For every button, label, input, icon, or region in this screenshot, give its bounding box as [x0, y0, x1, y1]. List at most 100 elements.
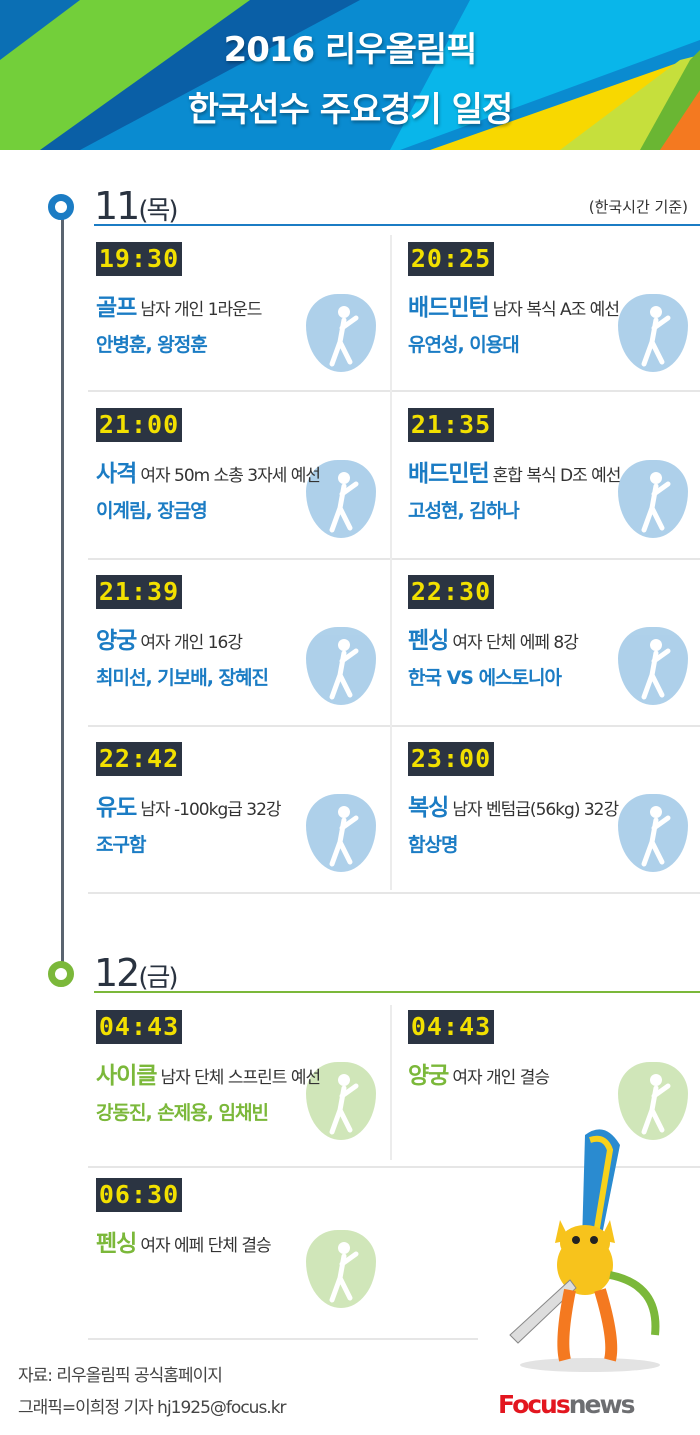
- event-sport: 펜싱: [96, 1231, 137, 1257]
- fencing-icon: [306, 1230, 376, 1308]
- event-detail: 남자 단체 스프린트 예선: [160, 1068, 321, 1088]
- event-title: 골프 남자 개인 1라운드: [96, 288, 262, 322]
- event-athletes: 이계림, 장금영: [96, 500, 208, 522]
- badminton-icon: [618, 460, 688, 538]
- badminton-icon: [618, 294, 688, 372]
- day-header-12: 12(금): [48, 951, 700, 995]
- row-divider: [88, 1338, 478, 1340]
- event-card: 04:43 양궁 여자 개인 결승: [400, 1000, 700, 1150]
- event-card: 22:30 펜싱 여자 단체 에페 8강 한국 VS 에스토니아: [400, 565, 700, 715]
- event-sport: 골프: [96, 295, 137, 321]
- timezone-note: (한국시간 기준): [588, 198, 688, 216]
- day-label: 12(금): [94, 951, 179, 995]
- event-card: 22:42 유도 남자 -100kg급 32강 조구함: [88, 732, 388, 882]
- event-title: 사격 여자 50m 소총 3자세 예선: [96, 454, 321, 488]
- day-weekday: (금): [138, 963, 178, 993]
- event-time: 21:35: [408, 408, 494, 442]
- event-title: 배드민턴 혼합 복식 D조 예선: [408, 454, 622, 488]
- event-sport: 사격: [96, 461, 137, 487]
- event-detail: 여자 개인 16강: [140, 633, 243, 653]
- mascot-illustration: [509, 1129, 660, 1372]
- event-card: 04:43 사이클 남자 단체 스프린트 예선 강동진, 손제용, 임채빈: [88, 1000, 388, 1150]
- event-title: 양궁 여자 개인 16강: [96, 621, 243, 655]
- event-sport: 배드민턴: [408, 461, 490, 487]
- row-divider: [88, 390, 700, 392]
- event-title: 펜싱 여자 에페 단체 결승: [96, 1224, 272, 1258]
- logo-news: news: [568, 1390, 636, 1419]
- event-title: 복싱 남자 벤텀급(56kg) 32강: [408, 788, 619, 822]
- shooting-icon: [306, 460, 376, 538]
- event-sport: 양궁: [96, 628, 137, 654]
- cycling-icon: [306, 1062, 376, 1140]
- event-time: 20:25: [408, 242, 494, 276]
- credit-text: 그래픽=이희정 기자 hj1925@focus.kr: [18, 1398, 287, 1418]
- logo-focus: Focus: [498, 1390, 571, 1419]
- event-card: 21:00 사격 여자 50m 소총 3자세 예선 이계림, 장금영: [88, 398, 388, 548]
- event-time: 22:30: [408, 575, 494, 609]
- event-detail: 여자 개인 결승: [452, 1068, 550, 1088]
- event-athletes: 유연성, 이용대: [408, 334, 520, 356]
- row-divider: [88, 725, 700, 727]
- event-sport: 양궁: [408, 1063, 449, 1089]
- event-title: 유도 남자 -100kg급 32강: [96, 788, 282, 822]
- event-time: 22:42: [96, 742, 182, 776]
- fencing-icon: [618, 627, 688, 705]
- footer-credits: 자료: 리우올림픽 공식홈페이지 그래픽=이희정 기자 hj1925@focus…: [18, 1360, 287, 1424]
- event-detail: 남자 -100kg급 32강: [140, 800, 281, 820]
- event-detail: 여자 단체 에페 8강: [452, 633, 579, 653]
- banner-graphic: [0, 0, 700, 150]
- day-date: 12: [94, 951, 140, 995]
- row-divider: [88, 558, 700, 560]
- event-card: 06:30 펜싱 여자 에페 단체 결승: [88, 1168, 388, 1318]
- event-card: 23:00 복싱 남자 벤텀급(56kg) 32강 함상명: [400, 732, 700, 882]
- event-card: 20:25 배드민턴 남자 복식 A조 예선 유연성, 이용대: [400, 232, 700, 382]
- archery-icon: [306, 627, 376, 705]
- event-time: 06:30: [96, 1178, 182, 1212]
- boxing-icon: [618, 794, 688, 872]
- header-banner: 2016 리우올림픽 한국선수 주요경기 일정: [0, 0, 700, 150]
- column-divider: [390, 1005, 392, 1160]
- timeline-dot: [48, 961, 74, 987]
- event-time: 21:39: [96, 575, 182, 609]
- column-divider: [390, 235, 392, 890]
- event-detail: 혼합 복식 D조 예선: [492, 466, 622, 486]
- event-time: 04:43: [408, 1010, 494, 1044]
- event-athletes: 안병훈, 왕정훈: [96, 334, 208, 356]
- event-title: 양궁 여자 개인 결승: [408, 1056, 550, 1090]
- day-date: 11: [94, 184, 140, 228]
- timeline-line: [61, 205, 64, 970]
- timeline-dot: [48, 194, 74, 220]
- row-divider: [88, 892, 700, 894]
- day-header-11: 11(목) (한국시간 기준): [48, 184, 700, 228]
- event-sport: 펜싱: [408, 628, 449, 654]
- event-card: 19:30 골프 남자 개인 1라운드 안병훈, 왕정훈: [88, 232, 388, 382]
- source-text: 자료: 리우올림픽 공식홈페이지: [18, 1366, 223, 1386]
- event-sport: 사이클: [96, 1063, 157, 1089]
- golf-icon: [306, 294, 376, 372]
- event-athletes: 강동진, 손제용, 임채빈: [96, 1102, 269, 1124]
- event-sport: 복싱: [408, 795, 449, 821]
- event-athletes: 고성현, 김하나: [408, 500, 520, 522]
- event-title: 사이클 남자 단체 스프린트 예선: [96, 1056, 321, 1090]
- event-time: 04:43: [96, 1010, 182, 1044]
- event-detail: 여자 50m 소총 3자세 예선: [140, 466, 321, 486]
- event-athletes: 최미선, 기보배, 장혜진: [96, 667, 269, 689]
- event-card: 21:39 양궁 여자 개인 16강 최미선, 기보배, 장혜진: [88, 565, 388, 715]
- title-line-2: 한국선수 주요경기 일정: [187, 90, 513, 130]
- event-title: 배드민턴 남자 복식 A조 예선: [408, 288, 620, 322]
- focusnews-logo: Focusnews: [498, 1390, 636, 1419]
- event-detail: 남자 벤텀급(56kg) 32강: [452, 800, 619, 820]
- event-sport: 유도: [96, 795, 137, 821]
- event-title: 펜싱 여자 단체 에페 8강: [408, 621, 579, 655]
- archery-icon: [618, 1062, 688, 1140]
- row-divider: [88, 1166, 700, 1168]
- event-athletes: 조구함: [96, 834, 146, 856]
- day-underline: [94, 224, 700, 226]
- day-label: 11(목): [94, 184, 179, 228]
- day-weekday: (목): [138, 196, 178, 226]
- judo-icon: [306, 794, 376, 872]
- event-time: 23:00: [408, 742, 494, 776]
- event-sport: 배드민턴: [408, 295, 490, 321]
- event-time: 21:00: [96, 408, 182, 442]
- day-underline: [94, 991, 700, 993]
